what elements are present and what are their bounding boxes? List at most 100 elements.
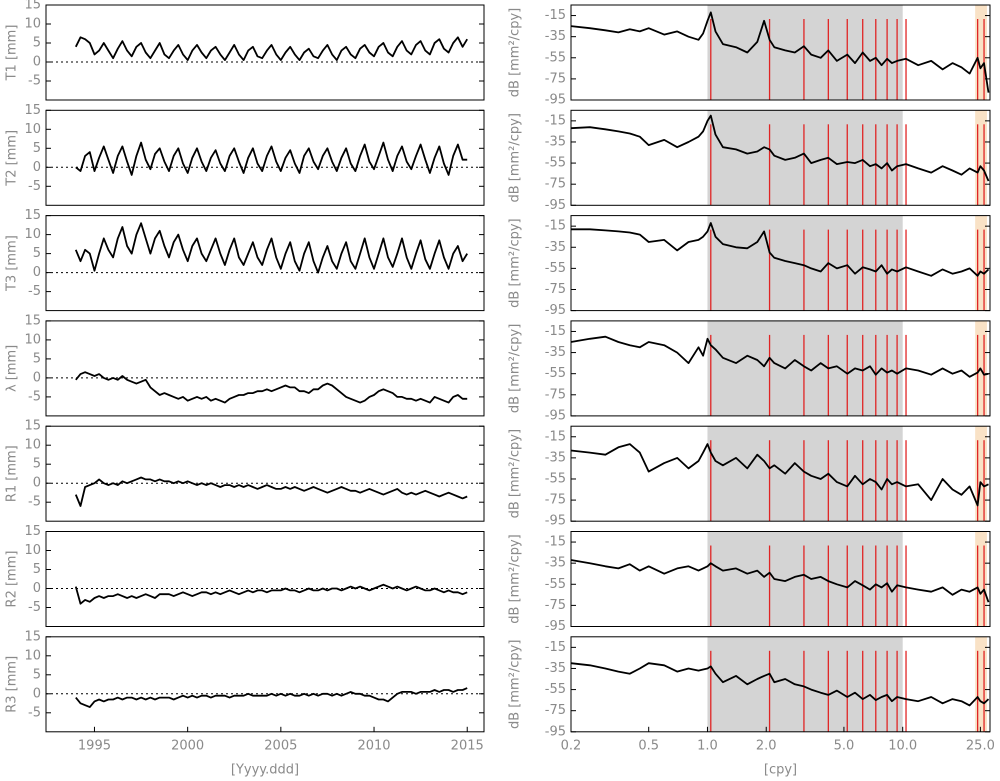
y-tick-label: -15: [545, 640, 566, 655]
axes-frame: [45, 531, 485, 627]
y-axis-label: R2 [mm]: [5, 551, 20, 608]
x-tick-label: 0.5: [638, 738, 659, 753]
x-tick-label: 5.0: [834, 738, 855, 753]
axes-frame: [45, 109, 485, 206]
x-tick-label: 1995: [78, 738, 111, 753]
axes-frame: [45, 636, 485, 733]
axes-frame: [45, 425, 485, 522]
x-tick-label: 2.0: [756, 738, 777, 753]
y-tick-label: -55: [545, 471, 566, 486]
y-tick-label: 5: [33, 36, 41, 51]
y-tick-label: 5: [33, 562, 41, 577]
y-tick-label: 0: [33, 265, 41, 280]
y-tick-label: -15: [545, 113, 566, 128]
x-tick-label: 2005: [264, 738, 297, 753]
shaded-band: [707, 110, 903, 206]
axes-frame: [570, 531, 991, 627]
axes-frame: [570, 320, 991, 417]
y-tick-label: -5: [28, 74, 41, 89]
y-axis-label: R3 [mm]: [5, 656, 20, 713]
data-line: [570, 11, 990, 93]
data-line: [570, 443, 989, 507]
shaded-band: [707, 215, 903, 311]
data-line: [74, 583, 468, 605]
y-tick-label: 10: [24, 122, 41, 137]
data-line: [571, 222, 990, 277]
x-axis-label: [cpy]: [764, 763, 797, 778]
y-tick-label: -95: [545, 303, 566, 318]
y-tick-label: 10: [24, 438, 41, 453]
y-tick-label: 15: [24, 103, 41, 118]
axes-frame: [570, 4, 991, 101]
y-tick-label: -95: [545, 724, 566, 739]
axes-frame: [570, 425, 991, 522]
data-line: [74, 36, 468, 61]
y-tick-label: 0: [33, 476, 41, 491]
y-tick-label: -15: [545, 219, 566, 234]
data-line: [74, 222, 468, 274]
shaded-band: [975, 215, 987, 311]
shaded-band: [975, 531, 987, 627]
shaded-band: [707, 636, 903, 732]
y-tick-label: 10: [24, 17, 41, 32]
axes-frame: [570, 636, 991, 733]
y-axis-label: T1 [mm]: [5, 25, 20, 82]
y-tick-label: -35: [545, 134, 566, 149]
y-tick-label: -95: [545, 514, 566, 529]
y-tick-label: -35: [545, 661, 566, 676]
y-tick-label: -15: [545, 8, 566, 23]
y-tick-label: -75: [545, 493, 566, 508]
y-tick-label: 5: [33, 246, 41, 261]
x-tick-label: 1.0: [697, 738, 718, 753]
shaded-band: [707, 426, 903, 522]
shaded-band: [975, 636, 987, 732]
y-tick-label: -55: [545, 50, 566, 65]
axes-frame: [45, 4, 485, 101]
y-tick-label: 5: [33, 667, 41, 682]
y-tick-label: 5: [33, 351, 41, 366]
x-tick-label: 2015: [451, 738, 484, 753]
y-tick-label: -35: [545, 29, 566, 44]
y-tick-label: -75: [545, 177, 566, 192]
y-axis-label: λ [mm]: [5, 345, 20, 392]
data-line: [570, 559, 990, 603]
shaded-band: [975, 110, 987, 206]
y-tick-label: 5: [33, 141, 41, 156]
y-tick-label: 15: [24, 313, 41, 328]
y-tick-label: -15: [545, 324, 566, 339]
y-tick-label: 15: [24, 629, 41, 644]
x-tick-label: 25.0: [966, 738, 995, 753]
y-tick-label: -5: [28, 284, 41, 299]
y-tick-label: -5: [28, 705, 41, 720]
y-tick-label: -95: [545, 198, 566, 213]
x-tick-label: 2010: [357, 738, 390, 753]
data-line: [75, 687, 468, 708]
shaded-band: [975, 5, 987, 100]
data-line: [75, 371, 468, 404]
y-axis-label: dB [mm²/cpy]: [508, 534, 523, 623]
y-axis-label: dB [mm²/cpy]: [508, 8, 523, 97]
y-tick-label: -55: [545, 577, 566, 592]
x-tick-label: 2000: [171, 738, 204, 753]
y-tick-label: -75: [545, 387, 566, 402]
y-tick-label: 0: [33, 160, 41, 175]
y-tick-label: -55: [545, 682, 566, 697]
y-axis-label: dB [mm²/cpy]: [508, 113, 523, 202]
y-tick-label: 10: [24, 227, 41, 242]
y-tick-label: -95: [545, 619, 566, 634]
y-tick-label: -5: [28, 179, 41, 194]
y-tick-label: -95: [545, 408, 566, 423]
y-tick-label: 15: [24, 208, 41, 223]
y-axis-label: dB [mm²/cpy]: [508, 429, 523, 518]
y-tick-label: 15: [24, 419, 41, 434]
y-tick-label: 15: [24, 0, 41, 13]
y-tick-label: -5: [28, 495, 41, 510]
y-tick-label: 15: [24, 524, 41, 539]
y-tick-label: -35: [545, 240, 566, 255]
y-tick-label: 10: [24, 543, 41, 558]
y-tick-label: -75: [545, 71, 566, 86]
axes-frame: [570, 109, 991, 206]
data-line: [75, 141, 468, 176]
y-axis-label: dB [mm²/cpy]: [508, 640, 523, 729]
